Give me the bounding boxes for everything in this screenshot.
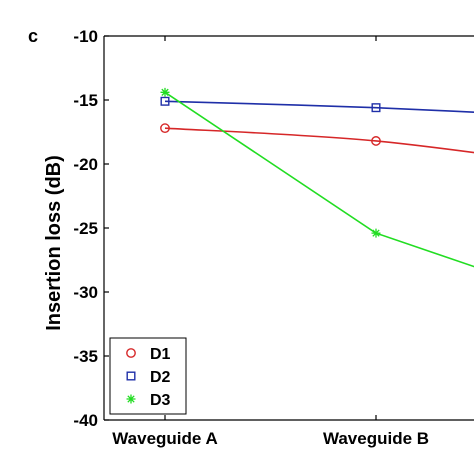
data-point-d2 [160, 96, 170, 106]
data-point-d2 [371, 103, 381, 113]
legend-item-d1: D1 [126, 346, 171, 363]
y-tick-label: -15 [73, 91, 98, 110]
legend-label-d1: D1 [150, 346, 171, 363]
series-group [160, 87, 474, 268]
series-line-d1 [164, 127, 474, 154]
legend-box [109, 337, 187, 415]
legend-marker-d2 [126, 371, 136, 381]
series-d1 [160, 123, 474, 154]
y-tick-label: -25 [73, 219, 98, 238]
legend-item-d2: D2 [126, 369, 171, 386]
y-tick-label: -35 [73, 347, 98, 366]
data-point-d3 [160, 87, 170, 97]
y-ticks: -10 -15 -20 -25 -30 -35 -40 [73, 27, 109, 430]
data-point-d1 [371, 136, 381, 146]
legend-label-d3: D3 [150, 392, 171, 409]
y-tick-label: -30 [73, 283, 98, 302]
legend-item-d3: D3 [126, 392, 171, 409]
series-d2 [160, 96, 474, 113]
legend-label-d2: D2 [150, 369, 171, 386]
y-tick-label: -20 [73, 155, 98, 174]
legend-marker-d1 [126, 348, 136, 358]
y-axis-title: Insertion loss (dB) [43, 155, 65, 331]
legend: D1 D2 D3 [109, 337, 187, 415]
series-line-d2 [164, 100, 474, 113]
series-line-d3 [164, 91, 474, 268]
x-tick-label: Waveguide B [323, 429, 429, 448]
y-tick-label: -40 [73, 411, 98, 430]
series-d3 [160, 87, 474, 268]
y-tick-label: -10 [73, 27, 98, 46]
legend-marker-d3 [126, 394, 136, 404]
x-tick-label: Waveguide A [112, 429, 217, 448]
data-point-d3 [371, 228, 381, 238]
data-point-d1 [160, 123, 170, 134]
panel-label: c [28, 26, 38, 46]
